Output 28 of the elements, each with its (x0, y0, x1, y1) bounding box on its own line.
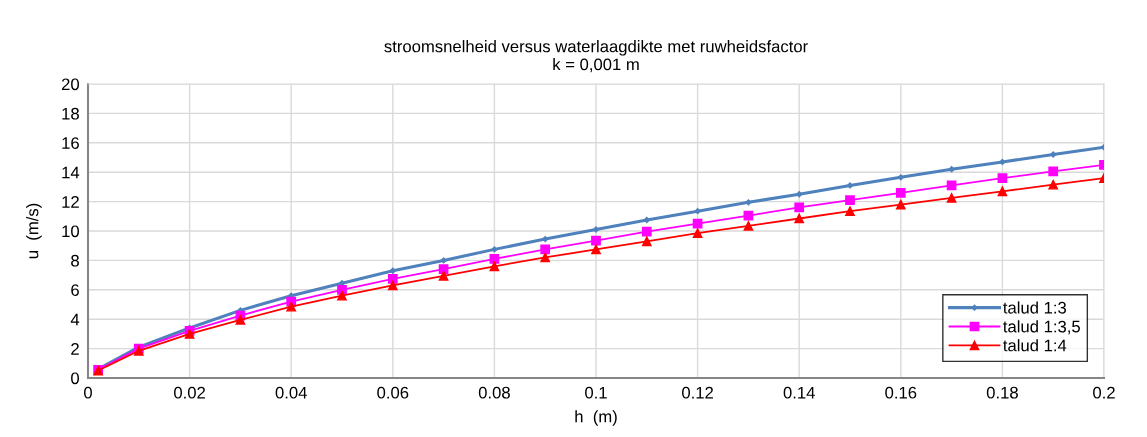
y-tick-label: 4 (70, 313, 80, 326)
x-axis-title: h (m) (575, 410, 617, 426)
y-tick-label: 20 (61, 78, 80, 91)
x-tick-label: 0.06 (377, 386, 409, 399)
y-tick-label: 18 (62, 107, 79, 120)
x-tick-label: 0.1 (585, 386, 607, 399)
x-tick-label: 0.04 (275, 386, 307, 399)
y-tick-label: 2 (71, 343, 79, 355)
y-tick-label: 14 (62, 166, 80, 179)
y-tick-label: 0 (71, 372, 80, 385)
x-tick-label: 0.12 (682, 386, 713, 399)
y-tick-label: 16 (62, 137, 79, 149)
y-tick-label: 10 (62, 225, 80, 238)
x-tick-label: 0.2 (1093, 386, 1115, 399)
legend-label: talud 1:3 (1003, 301, 1067, 314)
x-tick-label: 0.08 (478, 386, 510, 399)
x-tick-label: 0.18 (986, 386, 1018, 399)
x-tick-label: 0.16 (885, 386, 917, 399)
chart-title: stroomsnelheid versus waterlaagdikte met ruwheidsfactor k = 0,001 m (384, 40, 808, 73)
x-tick-label: 0.14 (783, 386, 815, 399)
x-tick-label: 0.02 (174, 386, 205, 399)
y-tick-label: 6 (71, 284, 79, 296)
legend-label: talud 1:3,5 (1003, 320, 1080, 335)
y-tick-label: 8 (71, 254, 79, 267)
legend-label: talud 1:4 (1003, 339, 1067, 352)
y-tick-label: 12 (62, 196, 79, 208)
x-tick-label: 0 (84, 386, 92, 399)
y-axis-title: u (m/s) (26, 203, 42, 259)
